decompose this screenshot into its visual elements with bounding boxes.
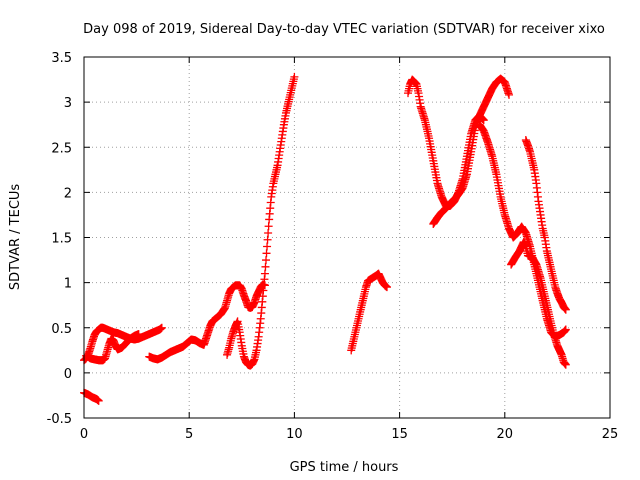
y-tick-label: -0.5: [47, 412, 72, 427]
arc-5-point: [263, 235, 272, 244]
y-tick-label: 1: [64, 277, 72, 292]
x-tick-label: 0: [80, 427, 88, 442]
arc-11-point: [561, 305, 570, 314]
x-tick-label: 10: [286, 427, 303, 442]
arc-5-point: [261, 256, 270, 265]
arc-5-point: [263, 242, 272, 251]
grid-lines: [84, 57, 610, 418]
x-axis-label: GPS time / hours: [290, 460, 399, 475]
arc-9-point: [561, 325, 570, 334]
arc-5-point: [290, 72, 299, 81]
y-tick-label: 3: [64, 96, 72, 111]
x-tick-label: 25: [602, 427, 619, 442]
arc-5-point: [261, 262, 270, 271]
y-axis-label: SDTVAR / TECUs: [8, 184, 23, 291]
arc-10-point: [561, 360, 570, 369]
arc-5-point: [264, 222, 273, 231]
y-tick-label: 2: [64, 186, 72, 201]
data-points: [80, 72, 570, 405]
arc-5-point: [260, 269, 269, 278]
arc-5-point: [262, 249, 271, 258]
y-tick-label: 1.5: [51, 232, 72, 247]
axis-ticks: 0 5 10 15 20 25 -0.5 0 0.5 1 1.5 2 2.5 3 3.5: [47, 51, 619, 442]
arc-5-point: [264, 228, 273, 237]
chart-title: Day 098 of 2019, Sidereal Day-to-day VTE…: [83, 22, 605, 37]
y-tick-label: 2.5: [51, 141, 72, 156]
arc-6-point: [382, 283, 391, 292]
x-tick-label: 5: [185, 427, 193, 442]
y-tick-label: 0: [64, 367, 72, 382]
arc-2-point: [157, 323, 166, 332]
plot-frame: [83, 56, 611, 419]
y-tick-label: 3.5: [51, 51, 72, 66]
arc-3-point: [134, 330, 143, 339]
x-tick-label: 20: [497, 427, 514, 442]
arc-8-point: [505, 90, 514, 99]
y-tick-label: 0.5: [51, 322, 72, 337]
arc-1-point: [94, 396, 103, 405]
x-tick-label: 15: [391, 427, 408, 442]
